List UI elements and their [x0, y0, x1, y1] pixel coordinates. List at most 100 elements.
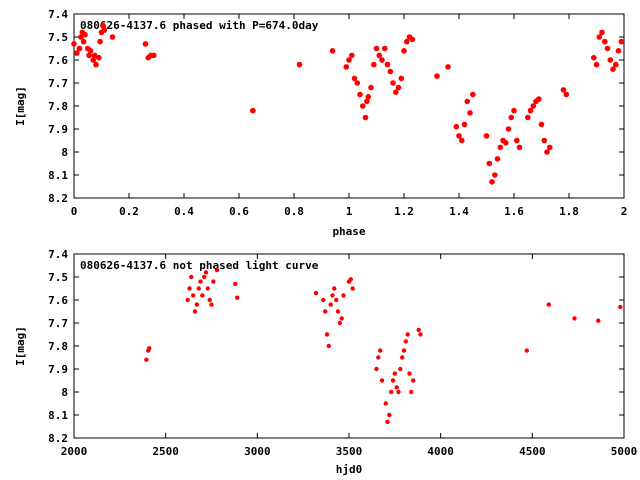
y-tick-label: 7.8: [48, 340, 68, 353]
data-point: [497, 144, 504, 151]
data-point: [547, 144, 553, 151]
data-point: [93, 61, 99, 68]
data-point: [560, 87, 567, 93]
data-point: [416, 327, 421, 333]
x-tick-label: 5000: [611, 445, 638, 458]
data-point: [381, 45, 388, 52]
y-tick-label: 7.7: [48, 317, 68, 330]
data-point: [100, 22, 106, 29]
data-point: [360, 103, 366, 109]
x-tick-label: 0.2: [119, 205, 139, 218]
data-point: [207, 297, 212, 303]
x-tick-label: 2000: [61, 445, 88, 458]
data-point: [332, 286, 337, 291]
data-point: [461, 121, 468, 128]
tick-group: 0 0.2 0.4 0.6 0.8 1 1.2 1.4 1.6 1.8 2 7.4 7.5 7.6 7.7 7…: [48, 8, 627, 218]
x-tick-label: 0.4: [174, 205, 194, 218]
y-tick-label: 7.5: [48, 31, 68, 44]
y-tick-label: 8: [61, 386, 68, 399]
data-point: [456, 133, 462, 139]
chart-title: 080626-4137.6 phased with P=674.0day: [80, 19, 319, 32]
data-point: [489, 179, 495, 185]
data-point: [395, 84, 402, 91]
data-point: [185, 297, 190, 303]
data-point: [596, 318, 601, 323]
x-tick-label: 1.2: [394, 205, 414, 218]
x-tick-label: 0.8: [284, 205, 304, 218]
tick-group: 2000 2500 3000 3500 4000 4500 5000 7.4 7.5 7.6 7.7…: [48, 248, 637, 458]
data-point: [389, 389, 394, 395]
data-point: [546, 302, 551, 307]
data-point: [527, 107, 534, 114]
data-point: [192, 309, 198, 314]
data-point: [330, 293, 335, 298]
y-tick-label: 7.4: [48, 248, 68, 261]
data-point: [390, 378, 396, 383]
data-point: [607, 57, 614, 63]
data-point: [354, 80, 361, 86]
data-point: [610, 66, 616, 72]
data-point: [530, 103, 537, 109]
data-point: [524, 348, 529, 353]
y-tick-label: 8.2: [48, 432, 68, 445]
data-point: [511, 107, 517, 114]
data-point: [405, 332, 410, 337]
data-point: [400, 355, 405, 360]
data-point: [205, 286, 210, 291]
data-point: [211, 279, 216, 284]
x-tick-label: 2: [621, 205, 628, 218]
data-point: [329, 48, 336, 54]
data-point: [362, 114, 369, 121]
data-point: [214, 267, 220, 273]
data-point: [346, 57, 352, 63]
data-point: [296, 61, 303, 68]
x-tick-label: 1.8: [559, 205, 579, 218]
data-point: [368, 84, 374, 91]
data-point: [383, 401, 388, 406]
data-point: [384, 61, 391, 68]
x-tick-label: 4000: [427, 445, 454, 458]
data-point: [508, 114, 515, 121]
data-point: [393, 89, 399, 95]
data-point: [335, 309, 341, 314]
data-point: [144, 357, 149, 362]
data-point: [401, 48, 407, 54]
data-point: [324, 332, 330, 337]
data-point: [390, 80, 396, 86]
data-point: [392, 371, 397, 376]
unphased-light-curve-plot: 080626-4137.6 not phased light curve hjd…: [14, 248, 637, 476]
data-point: [403, 339, 408, 344]
y-axis-label: I[mag]: [14, 86, 27, 126]
data-point: [337, 320, 342, 326]
data-point: [374, 366, 379, 372]
chart-title: 080626-4137.6 not phased light curve: [80, 259, 319, 272]
data-point: [378, 348, 383, 353]
data-point: [202, 274, 207, 280]
data-point: [411, 378, 416, 383]
data-point: [142, 41, 149, 47]
x-tick-label: 1: [346, 205, 353, 218]
data-point: [187, 286, 192, 291]
data-point: [503, 140, 509, 146]
y-tick-label: 7.8: [48, 100, 68, 113]
data-point: [379, 378, 385, 383]
data-point: [398, 75, 405, 82]
data-point: [401, 348, 407, 353]
data-point: [364, 98, 370, 105]
data-point: [505, 126, 512, 132]
data-points: [144, 267, 623, 425]
data-point: [396, 389, 401, 395]
data-point: [387, 412, 392, 418]
data-point: [76, 45, 83, 52]
data-point: [572, 316, 577, 321]
data-point: [418, 332, 423, 337]
data-point: [87, 48, 94, 54]
data-point: [470, 91, 476, 98]
y-tick-label: 7.5: [48, 271, 68, 284]
data-point: [407, 371, 412, 376]
data-point: [348, 277, 353, 282]
data-point: [80, 38, 87, 45]
data-point: [341, 293, 346, 298]
data-point: [321, 297, 326, 303]
